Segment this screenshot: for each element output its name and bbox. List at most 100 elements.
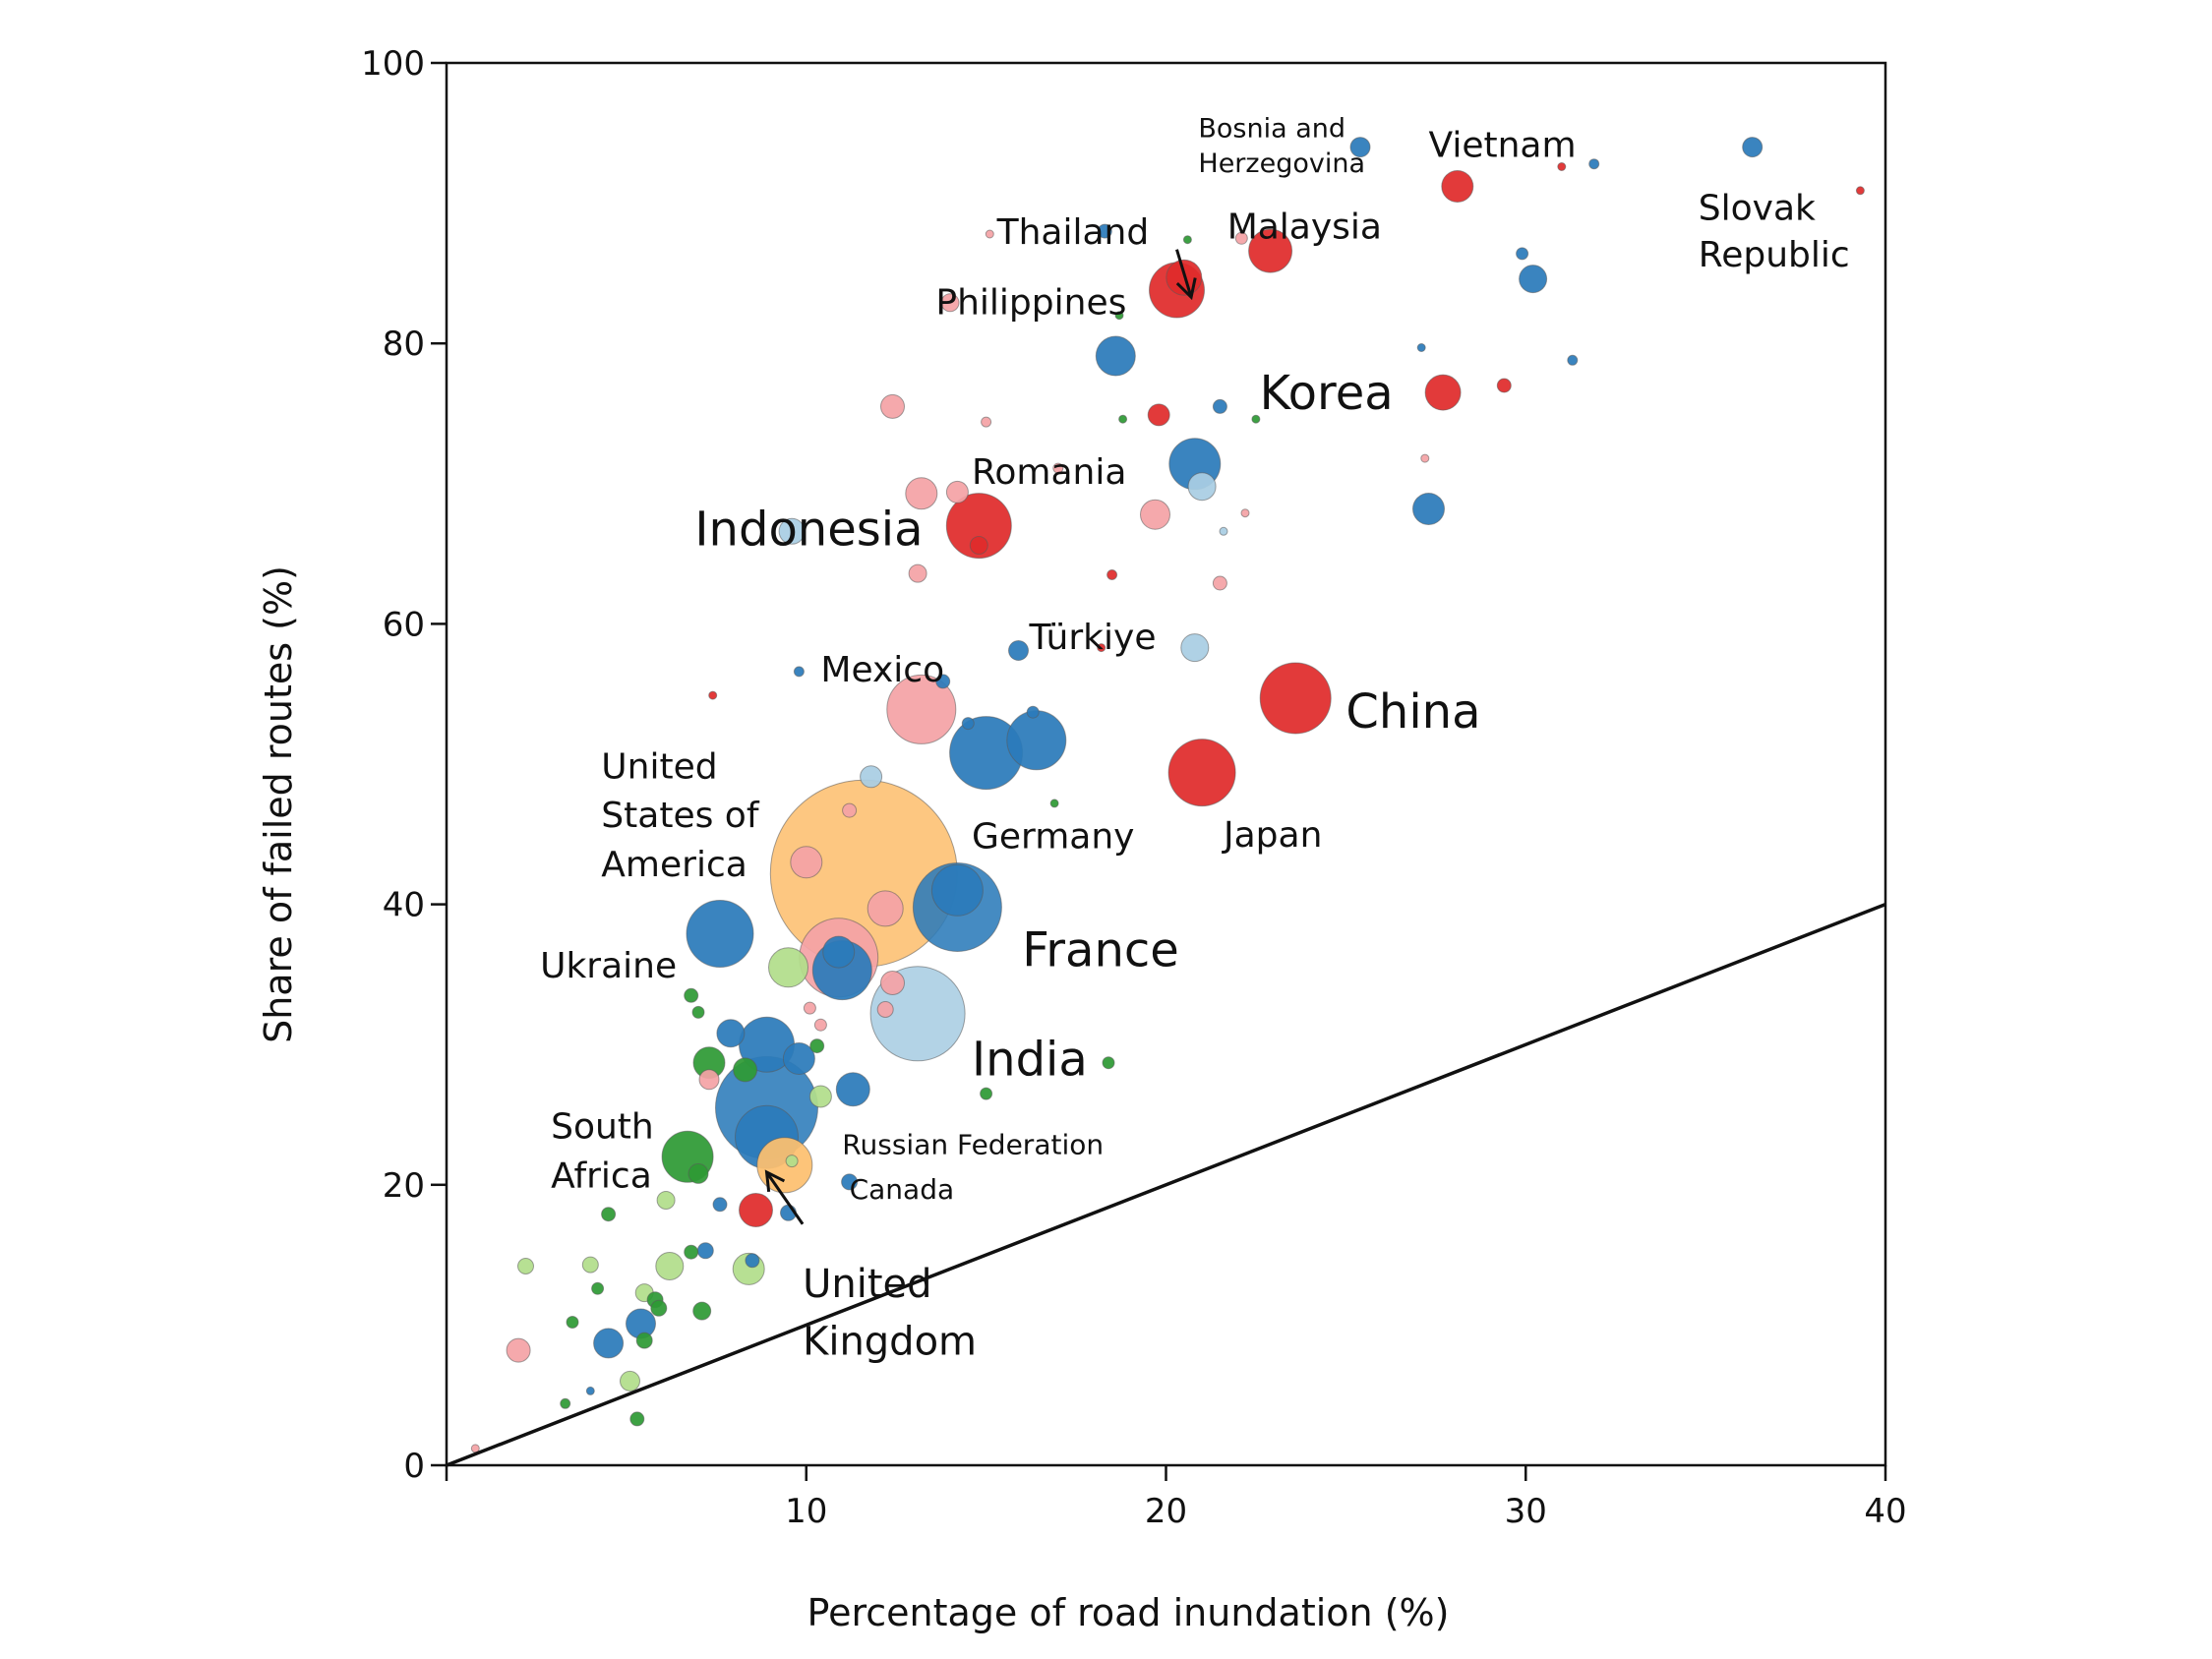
scatter-point bbox=[635, 1332, 653, 1349]
axis-ticks: 0 20 40 60 80 100 10 20 30 40 bbox=[361, 44, 1907, 1531]
scatter-point bbox=[1516, 247, 1529, 261]
scatter-point bbox=[712, 1197, 728, 1213]
scatter-point bbox=[696, 1242, 714, 1260]
scatter-point bbox=[860, 765, 883, 789]
country-label: States of bbox=[601, 796, 760, 836]
scatter-point bbox=[1248, 228, 1293, 273]
scatter-point bbox=[961, 717, 975, 731]
scatter-point bbox=[1052, 462, 1064, 474]
country-label: United bbox=[803, 1262, 931, 1307]
scatter-point bbox=[1588, 158, 1600, 170]
scatter-point bbox=[688, 1162, 709, 1184]
scatter-point bbox=[692, 1301, 712, 1321]
scatter-point bbox=[756, 1137, 813, 1194]
scatter-point bbox=[908, 563, 927, 583]
scatter-point bbox=[841, 1173, 859, 1191]
scatter-point bbox=[981, 416, 992, 428]
scatter-point bbox=[1416, 343, 1426, 352]
scatter-point bbox=[745, 1253, 760, 1269]
scatter-point bbox=[716, 1019, 746, 1048]
country-label: Africa bbox=[551, 1156, 652, 1197]
scatter-point bbox=[1114, 311, 1124, 321]
scatter-point bbox=[803, 1001, 816, 1015]
scatter-point bbox=[790, 846, 823, 879]
scatter-point bbox=[708, 690, 718, 700]
scatter-point bbox=[768, 947, 808, 988]
reference-line bbox=[446, 902, 1886, 1467]
country-label: Kingdom bbox=[803, 1319, 977, 1364]
scatter-point bbox=[1095, 335, 1136, 377]
scatter-point bbox=[566, 1316, 579, 1329]
y-tick-label: 40 bbox=[383, 886, 425, 925]
country-label: Bosnia and bbox=[1198, 114, 1345, 145]
scatter-point bbox=[835, 1072, 870, 1107]
scatter-point bbox=[620, 1370, 640, 1392]
scatter-point bbox=[1234, 231, 1248, 245]
country-label: Philippines bbox=[935, 282, 1126, 323]
y-tick-label: 60 bbox=[383, 605, 425, 644]
scatter-point bbox=[905, 477, 938, 510]
country-label: India bbox=[972, 1033, 1088, 1088]
scatter-point bbox=[629, 1411, 645, 1427]
scatter-point bbox=[601, 1207, 617, 1222]
scatter-point bbox=[782, 1042, 815, 1075]
scatter-point bbox=[940, 293, 960, 313]
scatter-point bbox=[1182, 235, 1192, 245]
scatter-point bbox=[785, 1155, 799, 1168]
country-label: Romania bbox=[972, 452, 1126, 493]
arrow-shaft bbox=[1175, 249, 1193, 298]
scatter-point bbox=[945, 493, 1012, 560]
x-tick-label: 10 bbox=[785, 1492, 827, 1531]
country-label: United bbox=[601, 746, 717, 787]
scatter-point bbox=[880, 393, 905, 419]
scatter-point bbox=[593, 1328, 625, 1359]
scatter-point bbox=[506, 1337, 531, 1363]
scatter-point bbox=[1008, 640, 1029, 661]
scatter-point bbox=[656, 1191, 676, 1210]
scatter-point bbox=[1441, 170, 1474, 203]
y-tick-label: 100 bbox=[361, 44, 425, 84]
scatter-point bbox=[1424, 374, 1462, 411]
country-label: Slovak bbox=[1699, 189, 1816, 229]
scatter-point bbox=[778, 517, 806, 545]
x-tick-label: 20 bbox=[1145, 1492, 1187, 1531]
scatter-point bbox=[591, 1281, 605, 1295]
scatter-point bbox=[945, 480, 969, 504]
country-label: Republic bbox=[1699, 235, 1850, 275]
scatter-point bbox=[1212, 575, 1227, 591]
arrow-head bbox=[1175, 277, 1197, 301]
scatter-point bbox=[684, 987, 699, 1003]
scatter-point bbox=[1180, 633, 1210, 663]
label-arrows bbox=[764, 249, 1197, 1225]
country-label: China bbox=[1345, 684, 1480, 740]
scatter-point bbox=[1855, 186, 1865, 196]
scatter-point bbox=[1006, 710, 1067, 771]
scatter-point bbox=[1097, 223, 1112, 239]
scatter-point bbox=[1742, 137, 1764, 158]
scatter-point bbox=[733, 1057, 758, 1083]
scatter-point bbox=[585, 1386, 595, 1395]
scatter-point bbox=[1219, 526, 1228, 536]
country-label: America bbox=[601, 845, 747, 885]
scatter-point bbox=[1118, 414, 1128, 424]
scatter-point bbox=[1496, 378, 1512, 393]
scatter-point bbox=[1557, 162, 1567, 171]
country-label: France bbox=[1022, 922, 1179, 978]
country-label: Mexico bbox=[820, 650, 944, 690]
scatter-point bbox=[1102, 1056, 1115, 1070]
scatter-point bbox=[650, 1299, 668, 1317]
scatter-point bbox=[809, 1038, 825, 1054]
y-tick-label: 0 bbox=[403, 1447, 425, 1486]
scatter-point bbox=[1567, 354, 1579, 366]
scatter-point bbox=[808, 1085, 832, 1108]
country-label: Malaysia bbox=[1227, 207, 1382, 247]
scatter-point bbox=[886, 674, 957, 744]
scatter-point bbox=[1106, 569, 1118, 580]
y-tick-label: 20 bbox=[383, 1166, 425, 1206]
scatter-point bbox=[1167, 739, 1236, 807]
scatter-point bbox=[1412, 493, 1445, 525]
scatter-point bbox=[876, 1001, 894, 1018]
reference-line-group bbox=[446, 902, 1886, 1467]
